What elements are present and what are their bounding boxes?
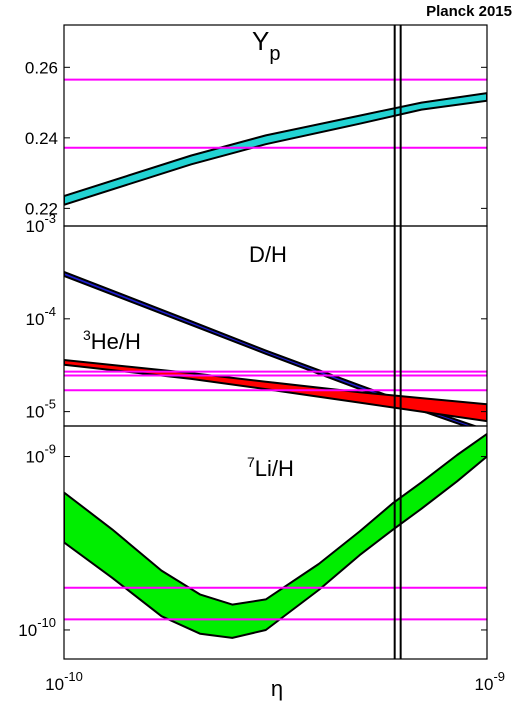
- tick-base: 10: [26, 403, 45, 422]
- abundance-band-dh: [64, 270, 478, 426]
- label-subscript: p: [269, 43, 280, 65]
- y-tick-label: 10-3: [26, 211, 56, 236]
- panel-1: 0.22 0.24 0.26 Yp: [25, 24, 488, 227]
- tick-base: 10: [475, 675, 494, 694]
- tick-base: 10: [26, 448, 45, 467]
- label-main: Li/H: [255, 456, 294, 481]
- abundance-band-y: [64, 92, 487, 206]
- label-main: Y: [252, 26, 269, 56]
- tick-exponent: -4: [44, 304, 56, 319]
- x-axis: 10-10 10-9: [45, 669, 505, 694]
- y-tick-label: 0.24: [25, 129, 58, 148]
- label-main: He/H: [91, 329, 141, 354]
- tick-base: 10: [45, 675, 64, 694]
- y-tick-label: 10-9: [26, 442, 56, 467]
- tick-exponent: -3: [44, 211, 56, 226]
- y-tick-label: 0.22: [25, 199, 58, 218]
- planck-2015-annotation: Planck 2015: [426, 3, 512, 20]
- label-superscript: 3: [83, 327, 91, 343]
- band-label-heh: 3He/H: [83, 327, 141, 354]
- tick-base: 10: [26, 310, 45, 329]
- label-main: D/H: [249, 242, 287, 267]
- tick-base: 10: [18, 621, 37, 640]
- x-axis-label: η: [271, 676, 283, 701]
- band-label-dh: D/H: [249, 242, 287, 267]
- tick-exponent: -10: [37, 615, 56, 630]
- x-tick-label: 10-9: [475, 669, 505, 694]
- y-tick-label: 10-5: [26, 397, 56, 422]
- tick-exponent: -9: [493, 669, 505, 684]
- tick-exponent: -10: [64, 669, 83, 684]
- band-label-lih: 7Li/H: [247, 454, 294, 481]
- label-superscript: 7: [247, 454, 255, 470]
- tick-exponent: -9: [44, 442, 56, 457]
- y-tick-label: 0.26: [25, 58, 58, 77]
- panel-plot-area: [64, 432, 487, 639]
- y-tick-label: 10-10: [18, 615, 56, 640]
- y-tick-label: 10-4: [26, 304, 56, 329]
- panel-plot-area: [64, 270, 487, 426]
- panel-frame: [63, 425, 488, 660]
- panel-plot-area: [64, 78, 487, 206]
- tick-exponent: -5: [44, 397, 56, 412]
- x-tick-label: 10-10: [45, 669, 83, 694]
- band-label-y: Yp: [252, 26, 280, 65]
- tick-base: 10: [26, 217, 45, 236]
- chart-panels: 0.220.240.26Yp10-310-410-5D/H3He/H10-910…: [18, 24, 488, 660]
